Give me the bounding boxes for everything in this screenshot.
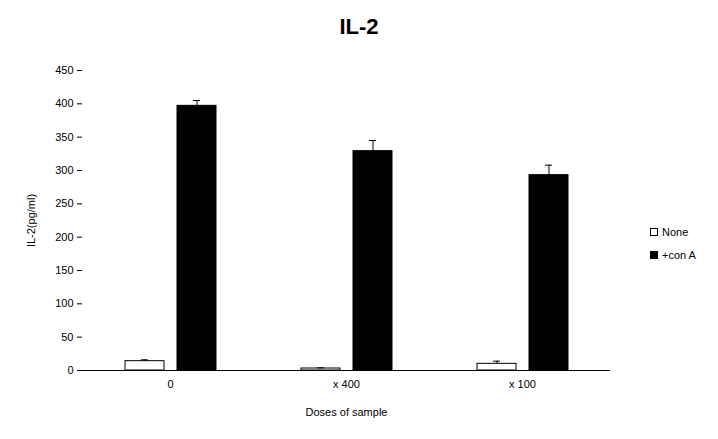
html-text:+con A: +con A — [662, 249, 696, 261]
svg-text:0: 0 — [67, 364, 73, 376]
svg-text:450: 450 — [55, 64, 73, 76]
svg-text:Doses of sample: Doses of sample — [306, 406, 388, 418]
html-text:IL-2: IL-2 — [339, 14, 379, 39]
svg-text:0: 0 — [167, 378, 173, 390]
svg-text:300: 300 — [55, 164, 73, 176]
svg-text:150: 150 — [55, 264, 73, 276]
svg-text:200: 200 — [55, 231, 73, 243]
svg-text:x 100: x 100 — [509, 378, 536, 390]
svg-text:x 400: x 400 — [333, 378, 360, 390]
svg-text:350: 350 — [55, 131, 73, 143]
svg-text:100: 100 — [55, 297, 73, 309]
html-text:None: None — [662, 226, 689, 238]
svg-text:IL-2(pg/ml): IL-2(pg/ml) — [25, 194, 37, 247]
svg-text:400: 400 — [55, 97, 73, 109]
svg-text:250: 250 — [55, 197, 73, 209]
svg-text:50: 50 — [61, 331, 73, 343]
